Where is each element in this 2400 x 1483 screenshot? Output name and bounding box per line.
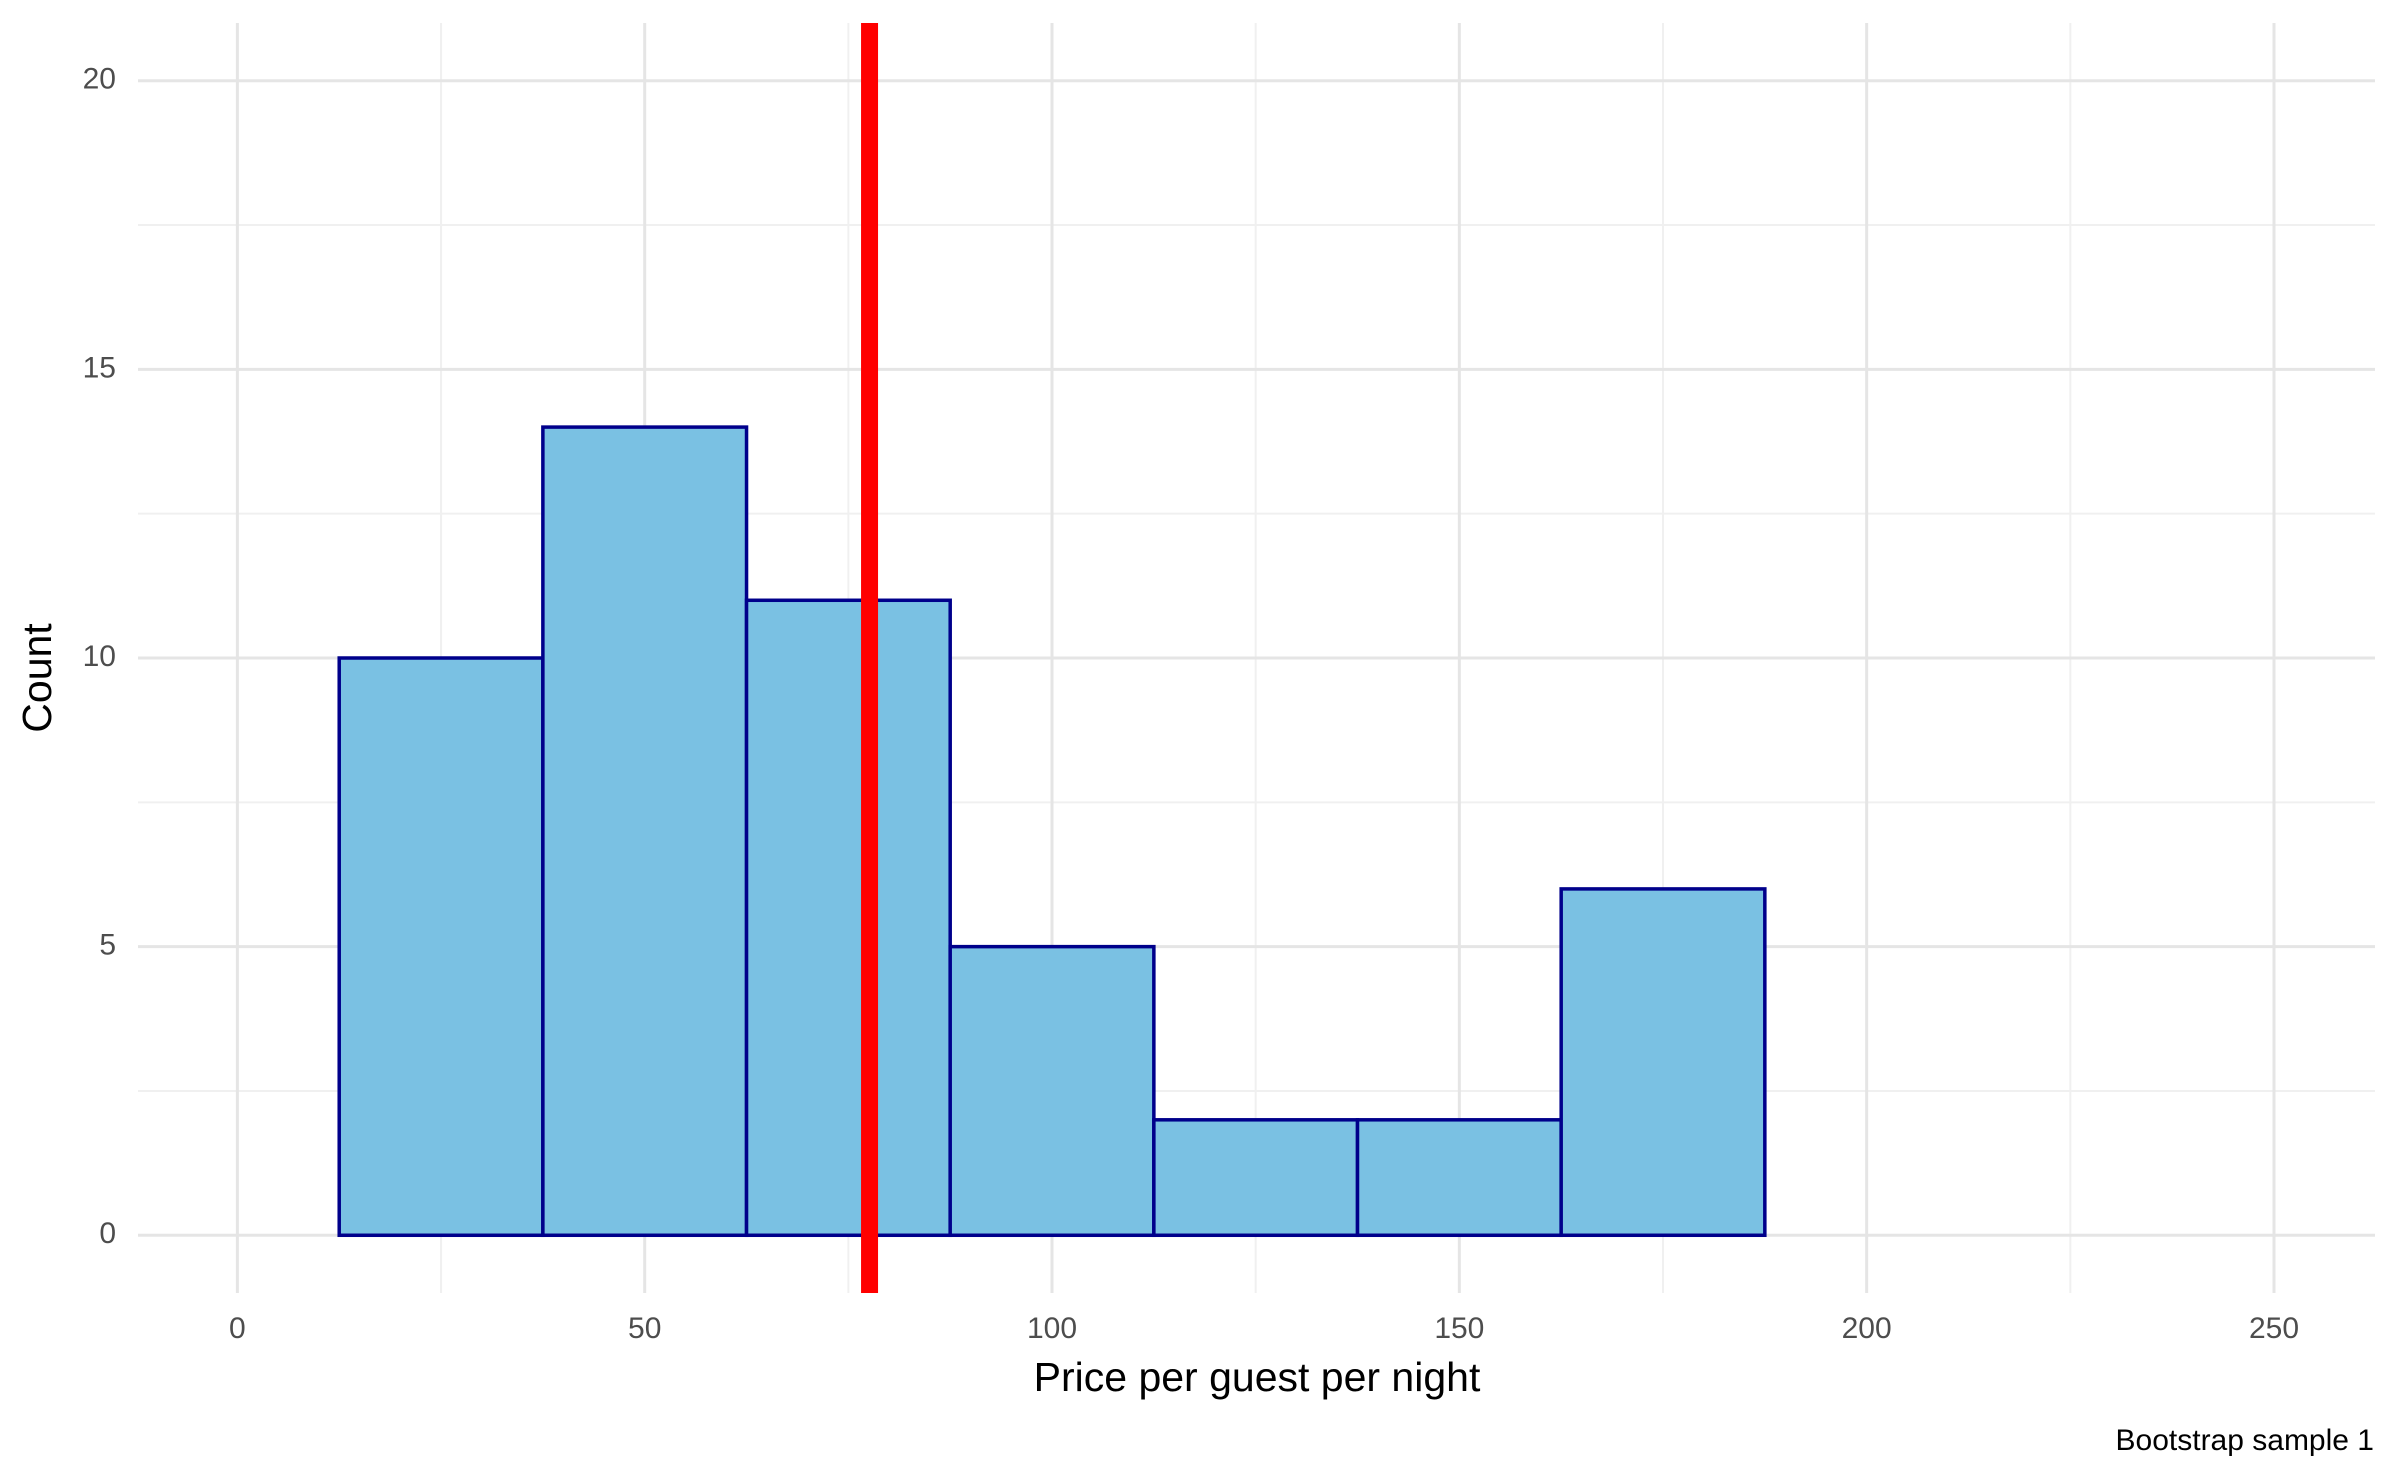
x-tick-label: 100 <box>1027 1312 1077 1345</box>
x-tick-label: 50 <box>628 1312 661 1345</box>
x-tick-label: 250 <box>2249 1312 2299 1345</box>
caption: Bootstrap sample 1 <box>2116 1424 2374 1457</box>
bar <box>1355 1118 1563 1238</box>
y-tick-label: 20 <box>83 63 116 96</box>
bar <box>541 425 749 1238</box>
bar <box>1559 887 1767 1238</box>
y-tick-label: 0 <box>99 1217 116 1250</box>
x-tick-label: 0 <box>229 1312 246 1345</box>
bar <box>948 944 1156 1238</box>
bar <box>744 598 952 1238</box>
x-tick-label: 150 <box>1434 1312 1484 1345</box>
bar <box>1152 1118 1360 1238</box>
x-tick-label: 200 <box>1842 1312 1892 1345</box>
x-axis-title: Price per guest per night <box>1034 1354 1481 1400</box>
y-tick-label: 15 <box>83 351 116 384</box>
y-tick-label: 5 <box>99 929 116 962</box>
bar <box>337 656 545 1238</box>
y-axis-title: Count <box>14 623 60 733</box>
y-tick-label: 10 <box>83 640 116 673</box>
